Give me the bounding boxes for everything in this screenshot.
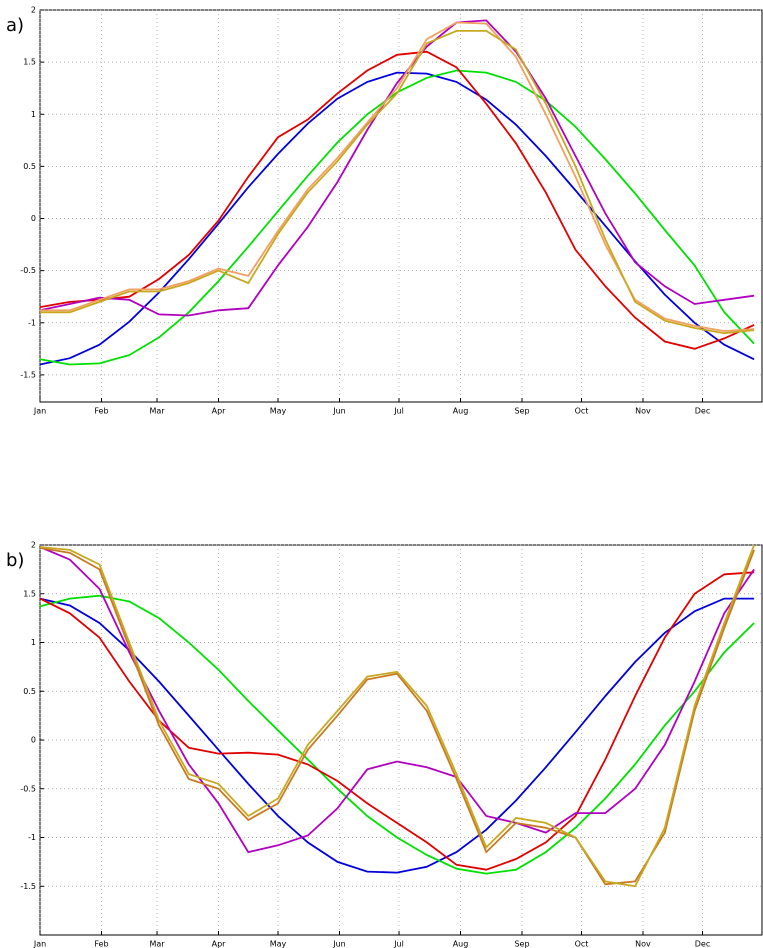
- x-tick-label: Sep: [514, 407, 529, 416]
- y-tick-label: -0.5: [20, 266, 36, 275]
- x-tick-label: Jun: [332, 940, 346, 948]
- y-tick-label: 2: [31, 6, 36, 15]
- panel-label: a): [6, 15, 24, 36]
- series-line: [39, 544, 755, 888]
- panel-label: b): [6, 550, 24, 571]
- x-tick-label: Jan: [33, 940, 46, 948]
- x-tick-label: Sep: [514, 940, 529, 948]
- series-line: [39, 597, 755, 874]
- x-tick-label: Apr: [212, 940, 227, 948]
- x-tick-label: May: [270, 407, 287, 416]
- x-tick-label: Jun: [332, 407, 346, 416]
- x-tick-label: Jul: [393, 407, 404, 416]
- y-tick-label: 1.5: [23, 58, 36, 67]
- y-tick-label: -1: [28, 833, 36, 842]
- x-tick-label: Feb: [94, 940, 108, 948]
- series-line: [40, 30, 755, 335]
- series-line: [39, 546, 755, 854]
- y-tick-label: -1.5: [20, 882, 36, 891]
- y-tick-label: -0.5: [20, 784, 36, 793]
- x-tick-label: May: [270, 940, 287, 948]
- x-tick-label: Jan: [33, 407, 46, 416]
- x-tick-label: Dec: [695, 940, 710, 948]
- x-tick-label: Jul: [393, 940, 404, 948]
- y-tick-label: 0.5: [23, 162, 36, 171]
- series-line: [39, 547, 755, 886]
- x-tick-label: Dec: [695, 407, 710, 416]
- x-tick-label: Nov: [635, 407, 651, 416]
- series-line: [39, 594, 755, 875]
- y-tick-label: 0.5: [23, 687, 36, 696]
- y-tick-label: -1.5: [20, 370, 36, 379]
- y-tick-label: 1: [31, 638, 36, 647]
- x-tick-label: Mar: [149, 407, 165, 416]
- x-tick-label: Nov: [635, 940, 651, 948]
- x-tick-label: Oct: [575, 407, 589, 416]
- x-tick-label: Aug: [453, 407, 469, 416]
- y-tick-label: 1: [31, 110, 36, 119]
- y-tick-label: 1.5: [23, 589, 36, 598]
- x-tick-label: Feb: [94, 407, 108, 416]
- x-tick-label: Apr: [212, 407, 227, 416]
- y-tick-label: 0: [31, 736, 36, 745]
- y-tick-label: 2: [31, 541, 36, 550]
- y-tick-label: 0: [31, 214, 36, 223]
- x-tick-label: Mar: [149, 940, 165, 948]
- series-line: [39, 19, 755, 317]
- x-tick-label: Aug: [453, 940, 469, 948]
- y-tick-label: -1: [28, 318, 36, 327]
- series-line: [40, 21, 755, 333]
- series-line: [39, 50, 755, 350]
- x-tick-label: Oct: [575, 940, 589, 948]
